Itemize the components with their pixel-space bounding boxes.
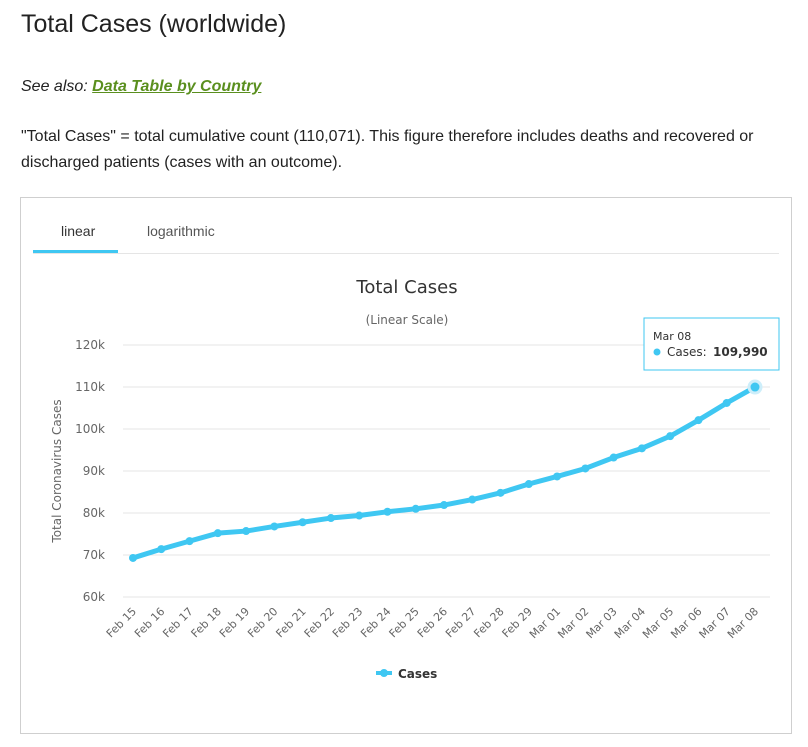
y-axis-ticks: 60k 70k 80k 90k 100k 110k 120k (75, 338, 105, 604)
y-tick-label: 110k (75, 380, 105, 394)
series-line (130, 384, 758, 561)
legend[interactable]: Cases (376, 667, 437, 681)
data-point[interactable] (637, 444, 646, 453)
x-tick-label: Feb 23 (330, 605, 365, 640)
see-also: See also: Data Table by Country (21, 78, 261, 96)
data-point[interactable] (185, 537, 194, 546)
x-tick-label: Feb 24 (358, 605, 393, 640)
y-axis-title: Total Coronavirus Cases (50, 399, 64, 543)
tooltip-series-label: Cases: (667, 345, 707, 359)
x-tick-label: Mar 08 (725, 605, 761, 641)
gridlines (123, 344, 770, 598)
series-cases (129, 379, 763, 562)
tooltip-box (643, 317, 780, 371)
data-point[interactable] (581, 464, 590, 473)
x-tick-label: Feb 25 (387, 605, 422, 640)
data-point[interactable] (383, 507, 392, 516)
page-title: Total Cases (worldwide) (21, 10, 287, 38)
data-point[interactable] (553, 472, 562, 481)
data-point[interactable] (694, 416, 703, 425)
data-point[interactable] (722, 398, 731, 407)
legend-marker (380, 669, 388, 677)
x-tick-label: Feb 26 (415, 605, 450, 640)
description-text: "Total Cases" = total cumulative count (… (21, 128, 754, 171)
y-tick-label: 60k (83, 590, 105, 604)
x-tick-label: Feb 22 (302, 605, 337, 640)
data-table-link[interactable]: Data Table by Country (92, 78, 262, 95)
data-point[interactable] (609, 453, 618, 462)
x-tick-label: Feb 27 (443, 605, 478, 640)
x-tick-label: Feb 21 (273, 605, 308, 640)
x-tick-label: Feb 18 (189, 605, 224, 640)
x-tick-label: Feb 16 (132, 605, 167, 640)
legend-label-cases: Cases (398, 667, 437, 681)
y-tick-label: 120k (75, 338, 105, 352)
chart-panel: linear logarithmic (20, 197, 792, 734)
tooltip-value: 109,990 (713, 345, 768, 359)
data-point[interactable] (213, 529, 222, 538)
data-point[interactable] (496, 488, 505, 497)
data-point[interactable] (270, 522, 279, 531)
data-point[interactable] (440, 501, 448, 510)
data-point[interactable] (355, 511, 364, 520)
active-tab-indicator (33, 250, 118, 253)
data-point[interactable] (747, 379, 763, 395)
y-tick-label: 80k (83, 506, 105, 520)
see-also-label: See also: (21, 78, 88, 95)
tab-logarithmic[interactable]: logarithmic (147, 223, 215, 239)
data-point[interactable] (298, 518, 307, 527)
data-point[interactable] (242, 527, 251, 536)
y-tick-label: 90k (83, 464, 105, 478)
x-tick-label: Feb 19 (217, 605, 252, 640)
data-point[interactable] (524, 480, 533, 489)
y-tick-label: 100k (75, 422, 105, 436)
y-tick-label: 70k (83, 548, 105, 562)
data-point[interactable] (411, 504, 420, 513)
x-tick-label: Feb 28 (471, 605, 506, 640)
x-tick-label: Feb 17 (160, 605, 195, 640)
tooltip: Mar 08 Cases: 109,990 (643, 317, 780, 371)
chart-subtitle: (Linear Scale) (366, 313, 449, 327)
data-point[interactable] (129, 553, 137, 562)
x-tick-label: Feb 15 (104, 605, 139, 640)
tab-linear[interactable]: linear (61, 223, 96, 239)
data-point[interactable] (666, 432, 675, 441)
tooltip-marker (653, 348, 661, 356)
data-point[interactable] (157, 545, 166, 554)
data-point[interactable] (468, 495, 477, 504)
x-tick-label: Feb 20 (245, 605, 280, 640)
tooltip-date: Mar 08 (653, 330, 691, 343)
chart-title: Total Cases (355, 277, 457, 298)
scale-tabs: linear logarithmic (33, 198, 779, 254)
data-point[interactable] (326, 514, 335, 523)
